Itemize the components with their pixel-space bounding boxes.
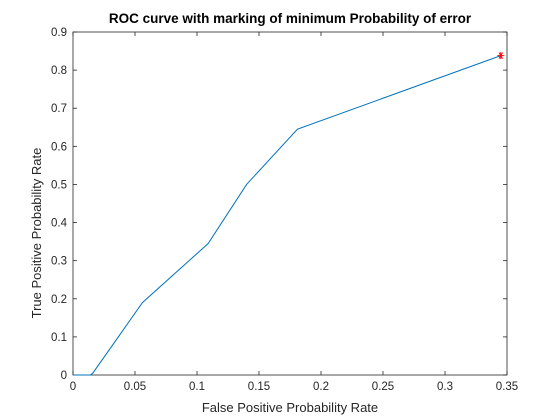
y-tick-label: 0.2 [51,294,67,306]
plot-area [73,32,507,375]
y-tick-label: 0 [61,370,67,382]
y-tick-label: 0.7 [51,103,67,115]
x-tick-label: 0.1 [189,381,205,393]
x-tick-label: 0.05 [124,381,146,393]
x-tick-label: 0.15 [248,381,270,393]
axes: 0 0.05 0.1 0.15 0.2 0.25 0.3 0.35 0 0.1 0.2 0.3 0.4 0… [51,27,518,393]
x-axis-label: False Positive Probability Rate [202,400,378,415]
y-tick-label: 0.5 [51,179,67,191]
x-tick-label: 0.25 [372,381,394,393]
y-tick-label: 0.1 [51,332,67,344]
chart-title: ROC curve with marking of minimum Probab… [109,11,472,26]
x-tick-label: 0 [70,381,76,393]
y-tick-label: 0.3 [51,256,67,268]
y-tick-label: 0.8 [51,65,67,77]
y-tick-label: 0.9 [51,27,67,39]
y-axis-label: True Positive Probability Rate [29,148,44,319]
x-tick-label: 0.2 [313,381,329,393]
y-tick-label: 0.4 [51,218,68,230]
x-tick-label: 0.3 [437,381,453,393]
y-tick-label: 0.6 [51,141,67,153]
x-tick-label: 0.35 [496,381,518,393]
